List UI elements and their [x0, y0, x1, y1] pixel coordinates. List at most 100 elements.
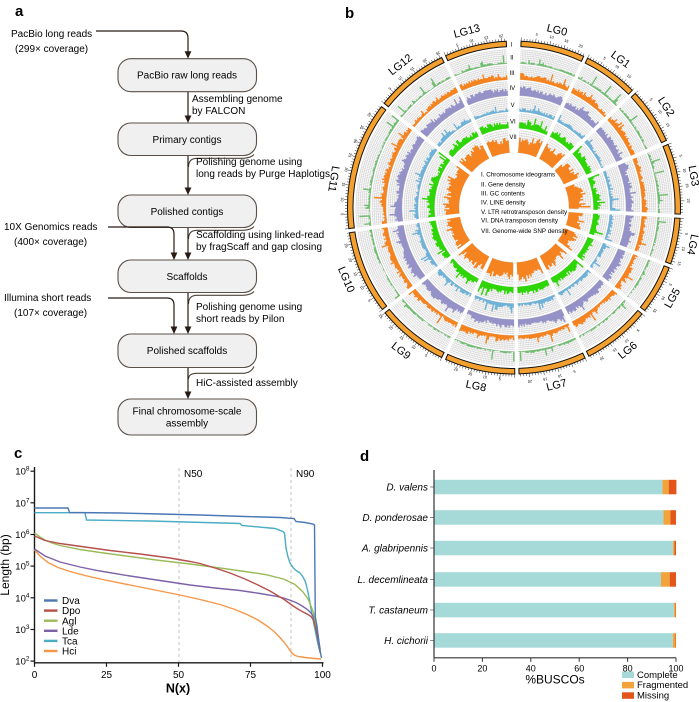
svg-text:15: 15	[341, 182, 346, 187]
svg-text:Assembling genome: Assembling genome	[192, 94, 283, 105]
svg-text:10: 10	[410, 345, 416, 351]
svg-text:Lde: Lde	[62, 626, 79, 637]
svg-text:20: 20	[453, 367, 458, 372]
svg-text:5: 5	[573, 369, 576, 373]
svg-text:80: 80	[623, 664, 633, 674]
svg-text:108: 108	[15, 466, 30, 478]
svg-text:35: 35	[359, 124, 365, 130]
svg-text:75: 75	[245, 670, 257, 681]
svg-text:I: I	[511, 43, 513, 49]
svg-text:Scaffolding using linked-read: Scaffolding using linked-read	[196, 230, 324, 241]
svg-text:20: 20	[686, 198, 690, 202]
svg-text:LG9: LG9	[389, 340, 413, 362]
svg-text:long reads by Purge Haplotigs: long reads by Purge Haplotigs	[196, 169, 330, 180]
svg-text:10: 10	[660, 295, 666, 301]
svg-text:15: 15	[399, 335, 405, 341]
svg-text:10X Genomics reads: 10X Genomics reads	[4, 222, 97, 233]
svg-text:106: 106	[15, 529, 30, 541]
svg-text:100: 100	[668, 664, 683, 674]
svg-text:IV. LINE density: IV. LINE density	[481, 200, 526, 207]
svg-text:PacBio long reads: PacBio long reads	[11, 29, 92, 40]
svg-text:5: 5	[636, 328, 640, 332]
svg-text:25: 25	[378, 314, 384, 320]
svg-text:LG11: LG11	[325, 165, 341, 193]
svg-text:c: c	[14, 445, 22, 462]
svg-text:0: 0	[32, 670, 38, 681]
svg-text:IV: IV	[509, 86, 515, 92]
svg-text:Missing: Missing	[637, 691, 669, 702]
svg-text:V. LTR retrotransposon density: V. LTR retrotransposon density	[481, 209, 568, 216]
svg-text:100: 100	[314, 670, 331, 681]
svg-text:L. decemlineata: L. decemlineata	[357, 575, 428, 586]
svg-text:N(x): N(x)	[166, 681, 190, 695]
svg-text:LG3: LG3	[685, 165, 699, 188]
svg-text:VI. DNA transposon density: VI. DNA transposon density	[481, 218, 559, 225]
svg-text:5: 5	[668, 283, 673, 287]
svg-text:D. valens: D. valens	[386, 483, 428, 494]
svg-text:20: 20	[344, 167, 349, 172]
svg-text:5: 5	[535, 33, 538, 37]
svg-text:10: 10	[557, 373, 562, 378]
svg-text:20: 20	[499, 34, 504, 38]
svg-text:d: d	[360, 448, 369, 465]
svg-text:10: 10	[682, 168, 687, 173]
svg-text:T. castaneum: T. castaneum	[368, 606, 428, 617]
svg-text:V: V	[511, 103, 515, 109]
svg-text:5: 5	[367, 299, 372, 303]
svg-text:Primary contigs: Primary contigs	[153, 135, 222, 146]
svg-text:20: 20	[528, 379, 533, 383]
svg-text:Polishing genome using: Polishing genome using	[196, 302, 302, 313]
svg-text:LG4: LG4	[684, 233, 699, 256]
svg-text:5: 5	[602, 56, 606, 61]
svg-text:Fragmented: Fragmented	[637, 680, 688, 691]
svg-text:15: 15	[564, 39, 569, 44]
svg-text:15: 15	[468, 372, 473, 377]
svg-text:5: 5	[387, 86, 391, 90]
svg-text:40: 40	[526, 664, 536, 674]
svg-text:15: 15	[409, 66, 415, 72]
svg-text:(107× coverage): (107× coverage)	[14, 308, 87, 319]
svg-text:LG5: LG5	[662, 286, 683, 310]
svg-text:LG6: LG6	[616, 340, 640, 362]
svg-text:N50: N50	[184, 469, 203, 480]
svg-text:Final chromosome-scale: Final chromosome-scale	[133, 407, 242, 418]
svg-text:LG12: LG12	[386, 52, 415, 78]
svg-text:LG10: LG10	[335, 265, 357, 294]
svg-text:20: 20	[578, 44, 583, 49]
svg-text:20: 20	[599, 355, 605, 361]
svg-text:15: 15	[652, 308, 658, 314]
svg-text:LG13: LG13	[452, 22, 481, 41]
svg-text:A. glabripennis: A. glabripennis	[361, 544, 428, 555]
svg-text:Agl: Agl	[62, 616, 76, 627]
svg-text:PacBio raw long reads: PacBio raw long reads	[137, 71, 237, 82]
svg-text:10: 10	[482, 375, 487, 380]
svg-text:assembly: assembly	[166, 418, 208, 429]
svg-text:15: 15	[352, 271, 357, 276]
svg-text:b: b	[345, 5, 354, 22]
svg-text:HiC-assisted assembly: HiC-assisted assembly	[196, 378, 298, 389]
svg-text:5: 5	[684, 233, 688, 236]
svg-text:10: 10	[397, 75, 403, 81]
svg-text:by FALCON: by FALCON	[192, 106, 245, 117]
svg-text:Hci: Hci	[62, 647, 76, 658]
svg-text:Dva: Dva	[62, 596, 80, 607]
svg-text:Complete: Complete	[637, 670, 678, 681]
svg-text:VII. Genome-wide SNP density: VII. Genome-wide SNP density	[481, 228, 569, 235]
svg-text:5: 5	[499, 377, 501, 381]
svg-text:(299× coverage): (299× coverage)	[15, 44, 88, 55]
svg-text:10: 10	[340, 197, 344, 201]
svg-text:VII: VII	[509, 135, 517, 141]
svg-text:107: 107	[15, 497, 30, 509]
svg-text:a: a	[15, 3, 24, 20]
svg-text:15: 15	[665, 122, 671, 128]
svg-text:10: 10	[469, 38, 474, 43]
svg-text:I. Chromosome ideograms: I. Chromosome ideograms	[481, 172, 555, 179]
svg-text:Polished scaffolds: Polished scaffolds	[147, 346, 227, 357]
svg-text:105: 105	[15, 561, 30, 573]
svg-text:Tca: Tca	[62, 637, 78, 648]
svg-text:10: 10	[624, 338, 630, 344]
svg-text:15: 15	[685, 183, 690, 188]
svg-text:III: III	[510, 71, 515, 77]
svg-text:20: 20	[388, 325, 394, 331]
svg-text:Polished contigs: Polished contigs	[151, 207, 224, 218]
